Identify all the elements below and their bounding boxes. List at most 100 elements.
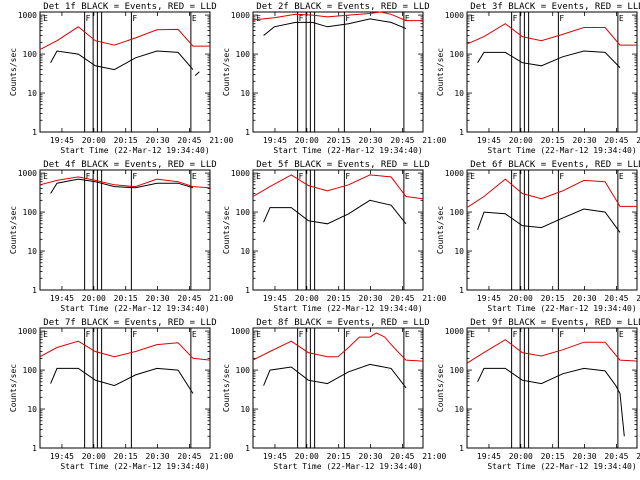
y-tick-label: 1 xyxy=(245,128,250,137)
y-tick-label: 10 xyxy=(240,405,250,414)
y-tick-label: 1000 xyxy=(445,327,464,336)
marker-letter: E xyxy=(405,172,410,181)
x-tick-label: 21:00 xyxy=(422,136,446,145)
x-tick-label: 21:00 xyxy=(422,294,446,303)
x-tick-label: 20:30 xyxy=(146,452,170,461)
marker-letter: E xyxy=(619,14,624,23)
y-tick-label: 100 xyxy=(23,208,38,217)
panel-det-9: Det 9f BLACK = Events, RED = LLD 1 10 100 10… xyxy=(436,318,640,471)
y-tick-label: 1 xyxy=(459,286,464,295)
y-axis-label: Counts/sec xyxy=(436,364,445,412)
series-events xyxy=(477,50,621,68)
marker-letter: F xyxy=(132,172,137,181)
y-tick-label: 10 xyxy=(240,247,250,256)
y-axis-label: Counts/sec xyxy=(222,48,231,96)
x-tick-label: 21:00 xyxy=(209,136,233,145)
panel-title: Det 6f BLACK = Events, RED = LLD xyxy=(470,160,640,170)
marker-letter: F xyxy=(132,14,137,23)
y-tick-label: 10 xyxy=(27,405,37,414)
panel-title: Det 1f BLACK = Events, RED = LLD xyxy=(43,2,216,12)
marker-letter: E xyxy=(256,330,261,339)
marker-letter: F xyxy=(513,14,518,23)
plot-frame xyxy=(252,169,424,291)
series-lld xyxy=(252,332,424,362)
marker-letter: F xyxy=(559,330,564,339)
x-tick-label: 20:00 xyxy=(509,136,533,145)
x-tick-label: 20:45 xyxy=(177,136,201,145)
plot-frame xyxy=(466,169,638,291)
y-tick-label: 10 xyxy=(454,89,464,98)
marker-letter: F xyxy=(299,14,304,23)
x-tick-label: 20:45 xyxy=(390,294,414,303)
plot-frame xyxy=(39,169,211,291)
x-tick-label: 20:00 xyxy=(295,452,319,461)
x-tick-label: 20:00 xyxy=(82,452,106,461)
series-events xyxy=(477,367,625,437)
marker-letter: F xyxy=(345,172,350,181)
x-tick-label: 20:30 xyxy=(146,294,170,303)
x-tick-label: 20:15 xyxy=(114,136,138,145)
marker-letter: E xyxy=(192,330,197,339)
marker-letter: E xyxy=(405,330,410,339)
series-events xyxy=(50,367,194,394)
marker-letter: F xyxy=(345,14,350,23)
series-lld xyxy=(466,178,637,209)
series-events-tail xyxy=(194,71,200,76)
marker-letter: E xyxy=(192,172,197,181)
plot-frame xyxy=(466,11,638,133)
series-lld xyxy=(39,26,210,51)
series-lld xyxy=(466,339,638,364)
x-tick-label: 21:00 xyxy=(209,452,233,461)
series-events xyxy=(50,50,194,71)
y-tick-label: 100 xyxy=(450,366,465,375)
marker-letter: E xyxy=(43,14,48,23)
y-axis-label: Counts/sec xyxy=(9,48,18,96)
x-axis-label: Start Time (22-Mar-12 19:34:40) xyxy=(60,304,209,313)
series-events xyxy=(263,199,407,225)
x-tick-label: 20:15 xyxy=(327,136,351,145)
x-tick-label: 21:00 xyxy=(636,136,640,145)
marker-letter: E xyxy=(43,172,48,181)
y-tick-label: 10 xyxy=(240,89,250,98)
x-tick-label: 20:30 xyxy=(573,136,597,145)
series-events xyxy=(477,208,621,233)
x-tick-label: 20:45 xyxy=(390,136,414,145)
y-tick-label: 100 xyxy=(450,208,465,217)
panel-det-1: Det 1f BLACK = Events, RED = LLD 1 10 100 10… xyxy=(9,2,234,155)
marker-letter: F xyxy=(513,330,518,339)
marker-letter: E xyxy=(619,172,624,181)
panel-det-3: Det 3f BLACK = Events, RED = LLD 1 10 100 10… xyxy=(436,2,640,155)
x-tick-label: 20:30 xyxy=(146,136,170,145)
x-axis-label: Start Time (22-Mar-12 19:34:40) xyxy=(487,146,636,155)
x-axis-label: Start Time (22-Mar-12 19:34:40) xyxy=(487,304,636,313)
y-tick-label: 1 xyxy=(245,444,250,453)
y-tick-label: 1 xyxy=(459,128,464,137)
x-axis-label: Start Time (22-Mar-12 19:34:40) xyxy=(487,462,636,471)
y-tick-label: 1 xyxy=(459,444,464,453)
y-tick-label: 100 xyxy=(23,50,38,59)
panel-title: Det 7f BLACK = Events, RED = LLD xyxy=(43,318,216,328)
series-lld xyxy=(252,11,423,22)
x-tick-label: 20:30 xyxy=(573,294,597,303)
marker-letter: F xyxy=(86,330,91,339)
series-events xyxy=(263,363,407,389)
plot-frame xyxy=(39,327,211,449)
marker-letter: F xyxy=(345,330,350,339)
x-tick-label: 20:15 xyxy=(327,294,351,303)
series-events xyxy=(50,178,194,194)
x-tick-label: 20:45 xyxy=(604,136,628,145)
x-tick-label: 21:00 xyxy=(636,294,640,303)
panel-title: Det 4f BLACK = Events, RED = LLD xyxy=(43,160,216,170)
x-tick-label: 20:15 xyxy=(541,452,565,461)
y-tick-label: 1000 xyxy=(18,169,37,178)
y-tick-label: 10 xyxy=(27,89,37,98)
y-tick-label: 100 xyxy=(23,366,38,375)
y-axis-label: Counts/sec xyxy=(436,48,445,96)
marker-letter: F xyxy=(559,14,564,23)
x-tick-label: 20:45 xyxy=(604,294,628,303)
y-tick-label: 1000 xyxy=(231,327,250,336)
marker-letter: E xyxy=(192,14,197,23)
y-tick-label: 100 xyxy=(236,50,251,59)
x-axis-label: Start Time (22-Mar-12 19:34:40) xyxy=(60,146,209,155)
panel-title: Det 8f BLACK = Events, RED = LLD xyxy=(256,318,429,328)
